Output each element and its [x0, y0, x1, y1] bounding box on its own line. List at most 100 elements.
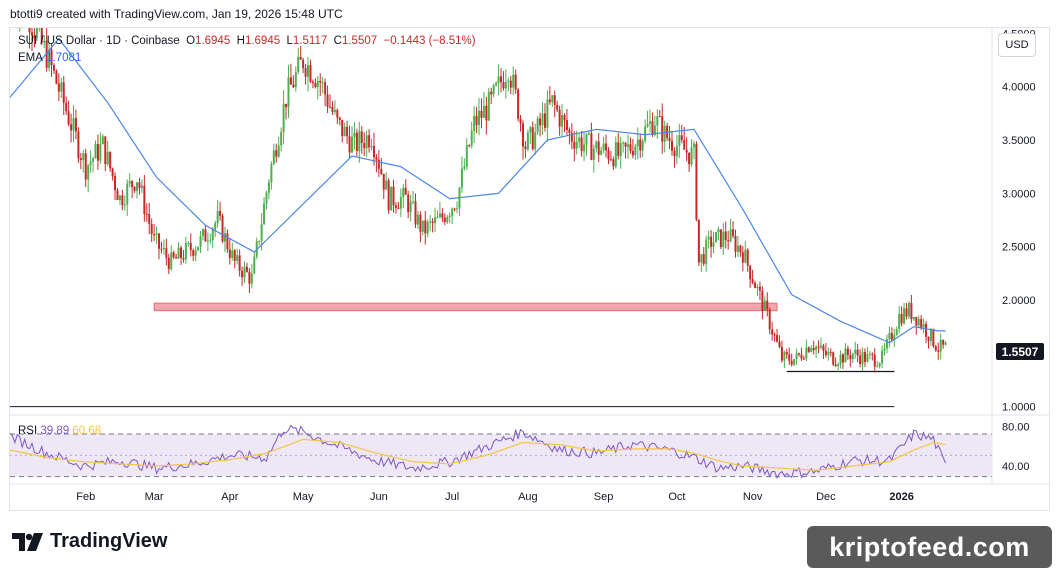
- candle-down: [111, 168, 114, 177]
- candle-up: [944, 342, 947, 345]
- candle-down: [942, 339, 945, 345]
- candle-up: [94, 143, 97, 159]
- time-tick-label: Nov: [743, 491, 763, 503]
- candle-up: [243, 266, 246, 278]
- candle-up: [260, 224, 263, 241]
- candle-down: [179, 247, 182, 258]
- candle-up: [714, 232, 717, 243]
- candle-down: [468, 145, 471, 147]
- candle-up: [895, 329, 898, 336]
- candle-down: [539, 118, 542, 126]
- candle-down: [309, 65, 312, 82]
- ema-legend[interactable]: EMA 1.7081: [18, 52, 81, 64]
- candle-up: [307, 65, 310, 77]
- candle-up: [412, 201, 415, 203]
- candle-up: [619, 143, 622, 156]
- candle-down: [407, 194, 410, 213]
- candle-down: [524, 146, 527, 150]
- candle-down: [131, 181, 134, 187]
- candle-down: [563, 115, 566, 121]
- candle-down: [363, 143, 366, 149]
- symbol-label[interactable]: SUI / US Dollar · 1D · Coinbase: [18, 35, 180, 47]
- candle-down: [245, 266, 248, 272]
- candle-up: [575, 141, 578, 149]
- candle-up: [656, 116, 659, 126]
- candle-down: [741, 252, 744, 263]
- candle-down: [629, 144, 632, 151]
- time-tick-label: Oct: [668, 491, 685, 503]
- candle-up: [155, 233, 158, 235]
- candle-down: [668, 137, 671, 141]
- candle-up: [917, 318, 920, 326]
- candle-up: [89, 161, 92, 166]
- candle-up: [587, 133, 590, 135]
- candle-down: [785, 352, 788, 355]
- currency-button[interactable]: USD: [998, 33, 1036, 57]
- candle-down: [355, 132, 358, 152]
- candle-up: [912, 316, 915, 320]
- candle-down: [104, 136, 107, 165]
- rsi-tick-label: 40.00: [1002, 461, 1030, 473]
- candle-up: [641, 140, 644, 151]
- candle-up: [827, 352, 830, 355]
- candle-down: [394, 205, 397, 208]
- candle-up: [644, 126, 647, 141]
- candle-down: [158, 233, 161, 249]
- candle-down: [570, 132, 573, 142]
- candle-down: [548, 99, 551, 103]
- rsi-label: RSI: [18, 425, 38, 437]
- candle-down: [846, 348, 849, 356]
- candle-down: [443, 217, 446, 223]
- candle-down: [624, 142, 627, 147]
- tradingview-brand[interactable]: TradingView: [12, 530, 167, 553]
- candle-up: [634, 146, 637, 156]
- candle-down: [807, 347, 810, 352]
- candle-down: [28, 28, 31, 33]
- candle-up: [492, 85, 495, 95]
- candle-up: [473, 115, 476, 131]
- candle-up: [700, 254, 703, 263]
- candle-up: [922, 323, 925, 328]
- candle-up: [253, 256, 256, 274]
- candle-up: [851, 353, 854, 360]
- price-tick-label: 2.0000: [1002, 295, 1036, 307]
- candle-down: [617, 142, 620, 156]
- ema-value: 1.7081: [46, 52, 82, 64]
- candle-down: [732, 229, 735, 236]
- candle-up: [236, 255, 239, 261]
- candle-up: [456, 208, 459, 210]
- candle-down: [372, 145, 375, 158]
- candle-up: [460, 168, 463, 188]
- candle-up: [294, 72, 297, 88]
- candle-down: [50, 49, 53, 66]
- candle-down: [927, 336, 930, 341]
- candle-down: [153, 234, 156, 236]
- candle-down: [832, 352, 835, 365]
- candle-up: [421, 220, 424, 232]
- candle-up: [663, 125, 666, 142]
- candle-up: [321, 82, 324, 84]
- candle-down: [910, 302, 913, 320]
- candle-up: [201, 229, 204, 236]
- candle-down: [475, 115, 478, 126]
- candle-down: [160, 248, 163, 250]
- ema-line: [10, 37, 946, 344]
- candle-up: [578, 137, 581, 142]
- candle-down: [114, 176, 117, 191]
- candle-up: [199, 235, 202, 247]
- candle-up: [868, 353, 871, 355]
- candle-up: [551, 95, 554, 103]
- candle-up: [162, 248, 165, 250]
- candle-up: [365, 135, 368, 149]
- candle-down: [375, 157, 378, 160]
- candle-up: [878, 363, 881, 367]
- candle-up: [627, 144, 630, 147]
- candle-down: [558, 109, 561, 127]
- candle-down: [382, 173, 385, 190]
- candle-down: [314, 83, 317, 88]
- candle-up: [820, 345, 823, 348]
- candle-up: [722, 231, 725, 248]
- rsi-legend[interactable]: RSI 39.89 60.68: [18, 425, 101, 437]
- time-tick-label: Jun: [370, 491, 388, 503]
